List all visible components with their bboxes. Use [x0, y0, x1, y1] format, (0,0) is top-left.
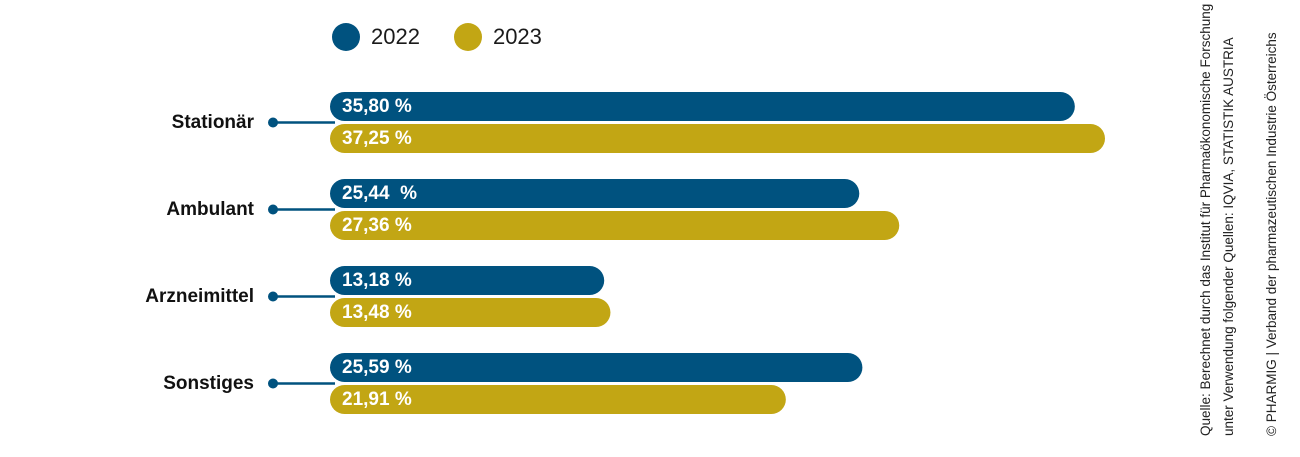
category-label-arzneimittel: Arzneimittel: [145, 285, 254, 307]
category-label-ambulant: Ambulant: [166, 198, 254, 220]
copyright-notice: © PHARMIG | Verband der pharmazeutischen…: [1264, 32, 1279, 436]
bar-label-2022-sonstiges: 25,59 %: [342, 357, 412, 378]
legend-swatch-2022: [332, 23, 360, 51]
bar-label-2023-stationa-r: 37,25 %: [342, 128, 412, 149]
bar-2023-stationa-r: [330, 124, 1105, 153]
bar-2023-ambulant: [330, 211, 900, 240]
bar-2022-ambulant: [330, 179, 860, 208]
legend: 2022 2023: [332, 23, 576, 51]
legend-label-2022: 2022: [371, 24, 420, 49]
source-line-2: unter Verwendung folgender Quellen: IQVI…: [1221, 37, 1236, 436]
bar-label-2023-arzneimittel: 13,48 %: [342, 302, 412, 323]
bar-2022-stationa-r: [330, 92, 1075, 121]
legend-swatch-2023: [453, 23, 482, 51]
bar-2023-arzneimittel: [330, 298, 611, 327]
bar-label-2022-arzneimittel: 13,18 %: [342, 270, 412, 291]
bar-2022-sonstiges: [330, 353, 863, 382]
source-line-1: Quelle: Berechnet durch das Institut für…: [1198, 3, 1213, 436]
bar-2022-arzneimittel: [330, 266, 605, 295]
bar-label-2022-stationa-r: 35,80 %: [342, 96, 412, 117]
bar-label-2023-sonstiges: 21,91 %: [342, 389, 412, 410]
legend-item-2022: 2022: [332, 23, 420, 51]
bar-label-2023-ambulant: 27,36 %: [342, 215, 412, 236]
category-label-sonstiges: Sonstiges: [163, 372, 254, 394]
bar-label-2022-ambulant: 25,44 %: [342, 183, 417, 204]
legend-label-2023: 2023: [492, 24, 542, 49]
category-label-stationa-r: Stationär: [171, 111, 254, 133]
bar-2023-sonstiges: [330, 385, 786, 414]
legend-item-2023: 2023: [453, 23, 542, 51]
